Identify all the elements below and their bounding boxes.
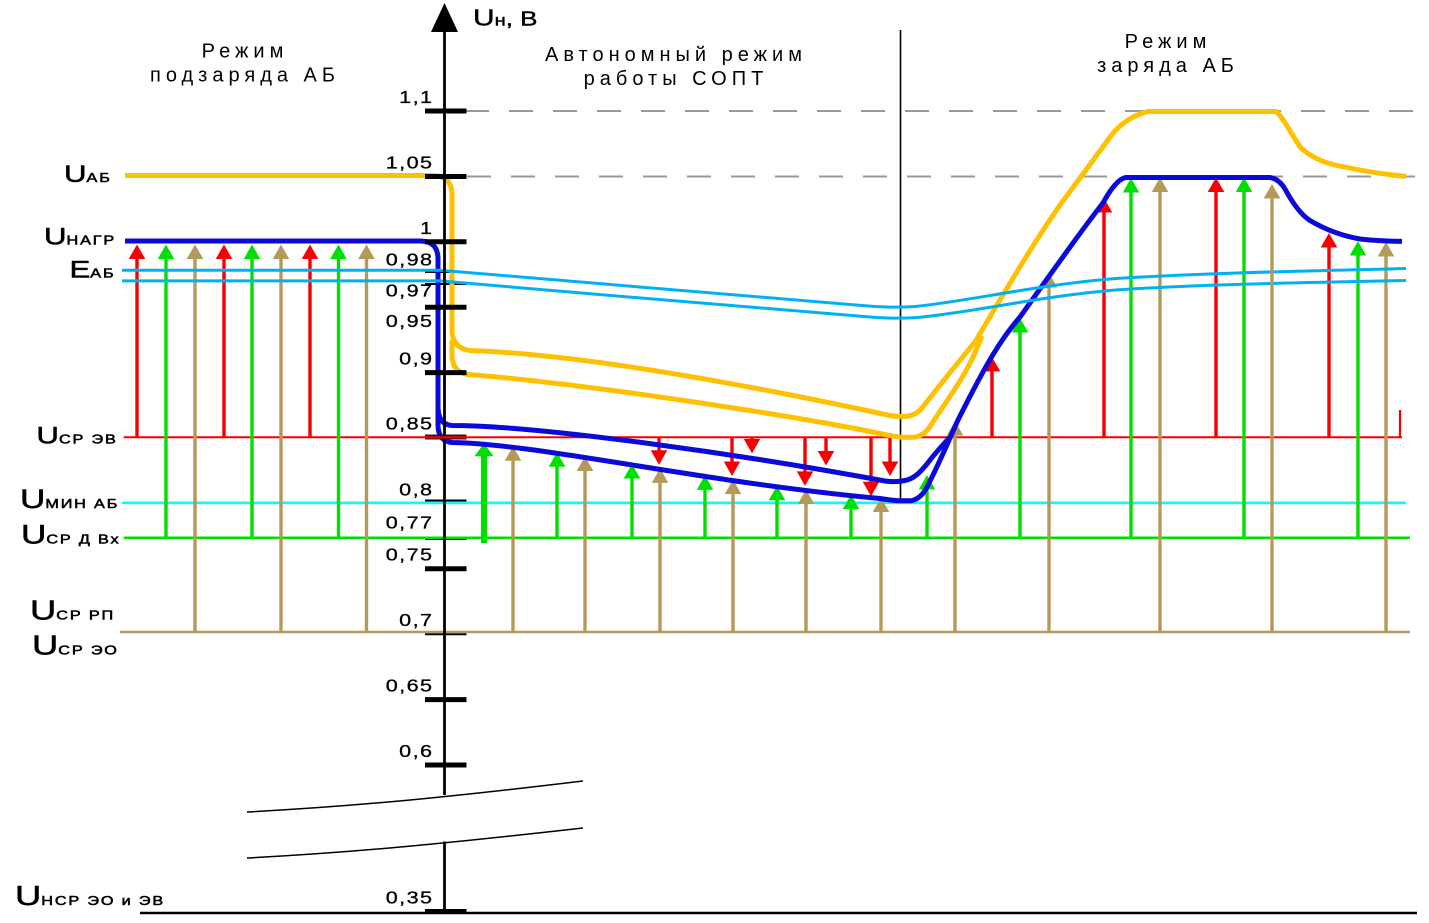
svg-text:0,97: 0,97 bbox=[386, 281, 434, 301]
svg-text:0,77: 0,77 bbox=[386, 513, 434, 533]
svg-text:0,6: 0,6 bbox=[399, 742, 433, 762]
svg-text:Режим: Режим bbox=[1125, 31, 1212, 53]
svg-text:Автономный режим: Автономный режим bbox=[545, 44, 807, 66]
svg-text:0,9: 0,9 bbox=[399, 349, 433, 369]
svg-text:0,8: 0,8 bbox=[399, 480, 433, 500]
svg-text:работы СОПТ: работы СОПТ bbox=[584, 68, 769, 90]
svg-text:1,05: 1,05 bbox=[386, 153, 434, 173]
svg-text:0,95: 0,95 bbox=[386, 312, 434, 332]
svg-text:0,65: 0,65 bbox=[386, 676, 434, 696]
svg-text:заряда АБ: заряда АБ bbox=[1097, 55, 1239, 77]
svg-text:1: 1 bbox=[420, 219, 433, 239]
svg-text:подзаряда АБ: подзаряда АБ bbox=[150, 65, 340, 87]
svg-text:0,75: 0,75 bbox=[386, 545, 434, 565]
svg-text:0,35: 0,35 bbox=[386, 888, 434, 908]
svg-text:0,7: 0,7 bbox=[399, 611, 433, 631]
svg-text:1,1: 1,1 bbox=[399, 88, 433, 108]
svg-text:0,98: 0,98 bbox=[386, 250, 434, 270]
svg-text:Uн, В: Uн, В bbox=[473, 5, 538, 31]
svg-text:0,85: 0,85 bbox=[386, 414, 434, 434]
svg-text:Режим: Режим bbox=[202, 41, 289, 63]
